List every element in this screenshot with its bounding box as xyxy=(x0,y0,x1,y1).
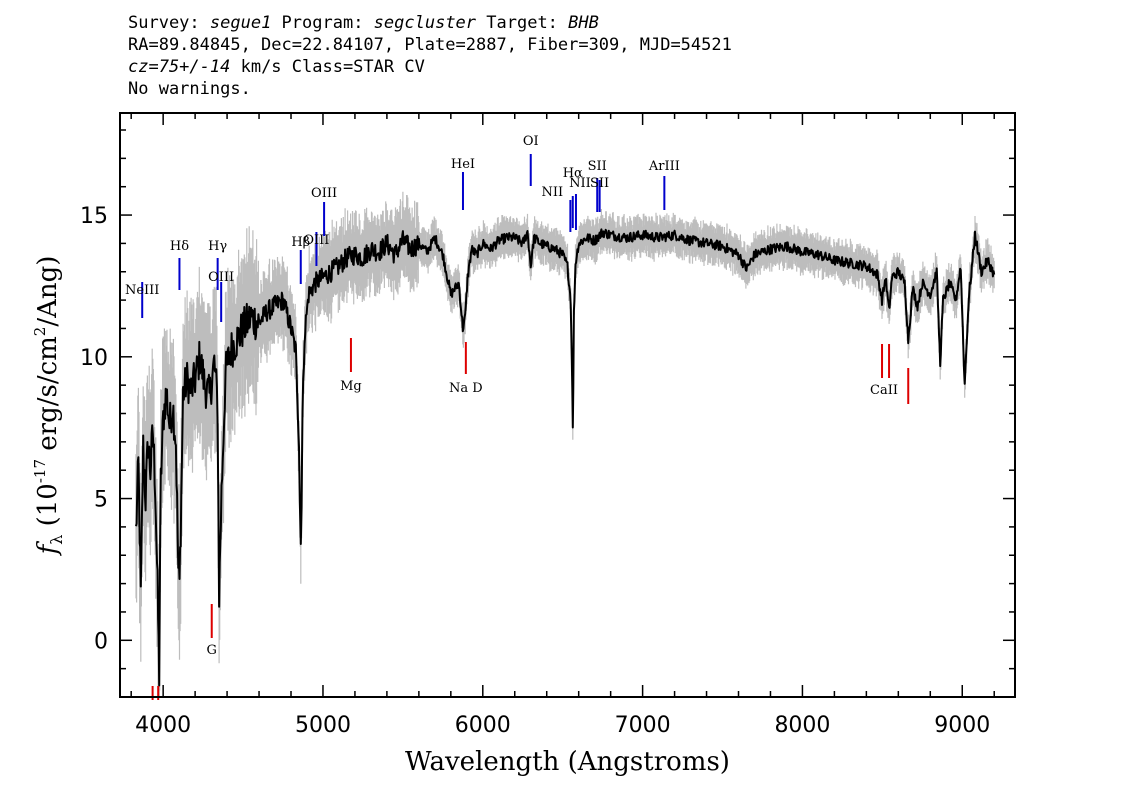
program-name: segcluster xyxy=(373,13,477,33)
emission-line-label: OI xyxy=(523,134,539,149)
target-name: BHB xyxy=(568,13,599,33)
x-axis-title: Wavelength (Angstroms) xyxy=(405,747,730,777)
x-tick-label: 8000 xyxy=(774,713,830,738)
header-line-coordinates: RA=89.84845, Dec=22.84107, Plate=2887, F… xyxy=(128,35,732,55)
y-tick-label: 15 xyxy=(80,204,108,229)
redshift-value: cz=75+/-14 xyxy=(128,57,231,77)
y-tick-label: 0 xyxy=(94,629,108,654)
emission-line-label: Hα xyxy=(563,166,583,181)
y-tick-label: 5 xyxy=(94,488,108,513)
emission-line-label: NII xyxy=(569,176,591,191)
header-line-redshift: cz=75+/-14 km/s Class=STAR CV xyxy=(128,57,425,77)
absorption-line-label: Na D xyxy=(449,381,483,396)
axis-ticks: 4000 5000 6000 7000 8000 9000 0 5 10 15 xyxy=(80,113,1015,738)
x-tick-label: 7000 xyxy=(615,713,671,738)
absorption-line-label: CaII xyxy=(870,383,898,398)
emission-line-label: SII xyxy=(588,159,607,174)
emission-line-label: OIII xyxy=(311,186,337,201)
emission-line-label: Hβ xyxy=(291,235,310,250)
emission-line-label: OIII xyxy=(208,270,234,285)
emission-line-label: SII xyxy=(590,176,609,191)
absorption-line-label: Mg xyxy=(340,379,362,394)
y-axis-title: fλ (10-17 erg/s/cm2/Ang) xyxy=(31,256,66,557)
x-tick-label: 4000 xyxy=(135,713,191,738)
error-band xyxy=(135,191,995,697)
emission-line-label: Hδ xyxy=(170,239,189,254)
header-line-survey: Survey: segue1 Program: segcluster Targe… xyxy=(128,13,599,33)
x-tick-label: 5000 xyxy=(295,713,351,738)
x-tick-label: 6000 xyxy=(455,713,511,738)
emission-line-label: HeI xyxy=(451,157,475,172)
error-band-bars xyxy=(135,191,995,697)
survey-name: segue1 xyxy=(209,13,272,33)
flux-series xyxy=(135,228,996,687)
emission-line-label: NII xyxy=(542,185,564,200)
y-tick-label: 10 xyxy=(80,346,108,371)
emission-line-label: Hγ xyxy=(208,239,227,254)
emission-line-label: NeIII xyxy=(125,283,159,298)
x-tick-label: 9000 xyxy=(934,713,990,738)
emission-line-label: ArIII xyxy=(648,159,680,174)
flux-line xyxy=(135,228,996,687)
plot-frame xyxy=(119,112,1016,698)
spectrum-header: Survey: segue1 Program: segcluster Targe… xyxy=(128,12,732,100)
absorption-line-label: G xyxy=(207,643,217,658)
emission-line-label: OIII xyxy=(303,233,329,248)
header-line-warnings: No warnings. xyxy=(128,79,251,99)
